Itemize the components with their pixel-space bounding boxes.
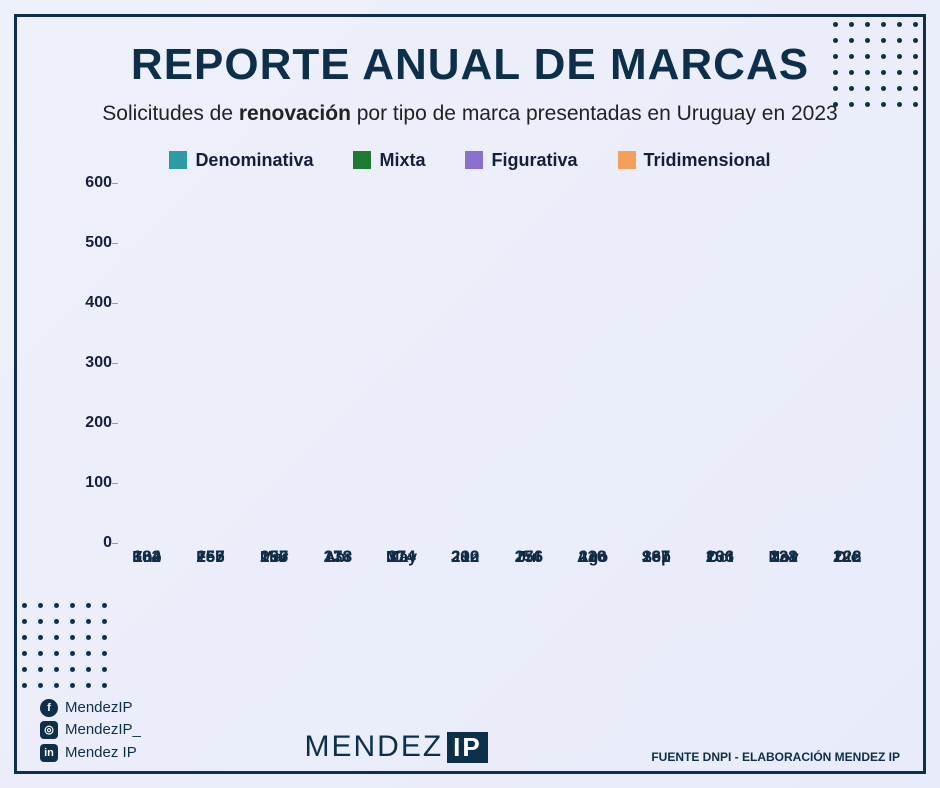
linkedin-icon: in bbox=[40, 744, 58, 762]
y-tick-label: 0 bbox=[72, 534, 112, 552]
legend-item: Figurativa bbox=[465, 150, 577, 171]
bar-value-label: 302 bbox=[133, 547, 161, 567]
y-tick-mark bbox=[112, 243, 118, 244]
subtitle-pre: Solicitudes de bbox=[102, 102, 239, 125]
subtitle-post: por tipo de marca presentadas en Uruguay… bbox=[351, 102, 838, 125]
legend-swatch bbox=[465, 151, 483, 169]
chart-x-labels: EneFebMarAbrMayJunJulAgoSepOctNovDic bbox=[118, 549, 876, 567]
legend-swatch bbox=[353, 151, 371, 169]
y-tick-label: 400 bbox=[72, 294, 112, 312]
bar-value-label: 278 bbox=[324, 547, 352, 567]
bar-value-label: 257 bbox=[196, 547, 224, 567]
bar-value-label: 276 bbox=[515, 547, 543, 567]
y-tick-label: 500 bbox=[72, 234, 112, 252]
y-tick-label: 300 bbox=[72, 354, 112, 372]
bar-value-label: 236 bbox=[706, 547, 734, 567]
y-tick-mark bbox=[112, 183, 118, 184]
instagram-handle: MendezIP_ bbox=[65, 719, 141, 742]
bar-value-label: 228 bbox=[769, 547, 797, 567]
social-instagram: ◎ MendezIP_ bbox=[40, 719, 141, 742]
legend-item: Mixta bbox=[353, 150, 425, 171]
legend-item: Tridimensional bbox=[618, 150, 771, 171]
y-tick-label: 200 bbox=[72, 414, 112, 432]
y-tick-mark bbox=[112, 483, 118, 484]
y-tick-mark bbox=[112, 363, 118, 364]
chart-plot: 1843021632571572961332781743142102921562… bbox=[118, 183, 876, 543]
social-facebook: f MendezIP bbox=[40, 697, 141, 720]
chart-legend: Denominativa Mixta Figurativa Tridimensiona… bbox=[54, 150, 886, 171]
brand-main: MENDEZ bbox=[304, 730, 443, 764]
bar-value-label: 296 bbox=[260, 547, 288, 567]
facebook-icon: f bbox=[40, 699, 58, 717]
linkedin-handle: Mendez IP bbox=[65, 742, 137, 765]
legend-label: Figurativa bbox=[491, 150, 577, 171]
legend-swatch bbox=[618, 151, 636, 169]
social-links: f MendezIP ◎ MendezIP_ in Mendez IP bbox=[40, 697, 141, 765]
y-tick-label: 600 bbox=[72, 174, 112, 192]
y-tick-label: 100 bbox=[72, 474, 112, 492]
y-tick-mark bbox=[112, 543, 118, 544]
chart-area: 1843021632571572961332781743142102921562… bbox=[54, 183, 886, 603]
legend-label: Mixta bbox=[379, 150, 425, 171]
instagram-icon: ◎ bbox=[40, 721, 58, 739]
bar-value-label: 238 bbox=[578, 547, 606, 567]
y-tick-mark bbox=[112, 423, 118, 424]
chart-bars: 1843021632571572961332781743142102921562… bbox=[118, 183, 876, 543]
subtitle-bold: renovación bbox=[239, 102, 351, 125]
content-area: REPORTE ANUAL DE MARCAS Solicitudes de r… bbox=[14, 14, 926, 774]
source-text: FUENTE DNPI - ELABORACIÓN MENDEZ IP bbox=[651, 750, 900, 764]
footer: f MendezIP ◎ MendezIP_ in Mendez IP MEND… bbox=[40, 697, 900, 765]
facebook-handle: MendezIP bbox=[65, 697, 133, 720]
brand-badge: IP bbox=[447, 732, 488, 763]
report-title: REPORTE ANUAL DE MARCAS bbox=[54, 40, 886, 90]
bar-value-label: 314 bbox=[387, 547, 415, 567]
bar-value-label: 222 bbox=[833, 547, 861, 567]
legend-swatch bbox=[169, 151, 187, 169]
report-subtitle: Solicitudes de renovación por tipo de ma… bbox=[54, 98, 886, 130]
bar-value-label: 292 bbox=[451, 547, 479, 567]
legend-label: Tridimensional bbox=[644, 150, 771, 171]
bar-value-label: 231 bbox=[642, 547, 670, 567]
legend-label: Denominativa bbox=[195, 150, 313, 171]
brand-logo: MENDEZ IP bbox=[304, 730, 487, 764]
social-linkedin: in Mendez IP bbox=[40, 742, 141, 765]
y-tick-mark bbox=[112, 303, 118, 304]
legend-item: Denominativa bbox=[169, 150, 313, 171]
